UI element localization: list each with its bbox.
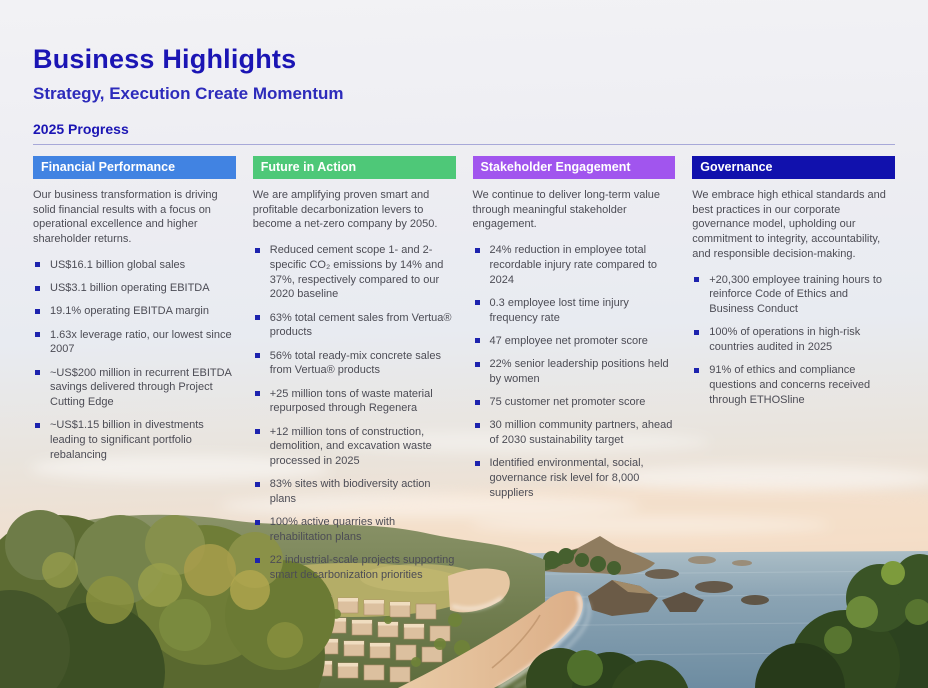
- bullet-item: 1.63x leverage ratio, our lowest since 2…: [33, 328, 236, 357]
- bullet-item: ~US$1.15 billion in divestments leading …: [33, 418, 236, 462]
- bullet-item: 30 million community partners, ahead of …: [473, 418, 676, 447]
- bullet-item: 100% of operations in high-risk countrie…: [692, 325, 895, 354]
- column-header: Financial Performance: [33, 156, 236, 179]
- column-future-in-action: Future in Action We are amplifying prove…: [252, 156, 456, 591]
- column-header: Future in Action: [252, 156, 456, 179]
- column-header: Governance: [692, 156, 895, 179]
- column-intro: Our business transformation is driving s…: [33, 189, 218, 246]
- bullet-item: 56% total ready-mix concrete sales from …: [253, 349, 456, 378]
- columns: Financial Performance Our business trans…: [33, 156, 895, 591]
- column-stakeholder-engagement: Stakeholder Engagement We continue to de…: [472, 156, 676, 591]
- page-subtitle: Strategy, Execution Create Momentum: [33, 84, 344, 103]
- bullet-item: 22 industrial-scale projects supporting …: [253, 553, 456, 582]
- bullet-item: ~US$200 million in recurrent EBITDA savi…: [33, 366, 236, 410]
- bullet-item: 24% reduction in employee total recordab…: [473, 243, 676, 287]
- bullet-item: +12 million tons of construction, demoli…: [253, 425, 456, 469]
- bullet-item: 19.1% operating EBITDA margin: [33, 304, 236, 319]
- column-governance: Governance We embrace high ethical stand…: [692, 156, 895, 591]
- bullet-item: 63% total cement sales from Vertua® prod…: [253, 311, 456, 340]
- column-bullets: 24% reduction in employee total recordab…: [473, 243, 676, 500]
- column-intro: We continue to deliver long-term value t…: [472, 189, 661, 231]
- section-label: 2025 Progress: [33, 121, 129, 137]
- bullet-item: US$16.1 billion global sales: [33, 258, 236, 273]
- column-intro: We are amplifying proven smart and profi…: [252, 189, 438, 231]
- bullet-item: 0.3 employee lost time injury frequency …: [473, 296, 676, 325]
- bullet-item: 100% active quarries with rehabilitation…: [253, 515, 456, 544]
- section-divider: [33, 144, 895, 145]
- bullet-item: +25 million tons of waste material repur…: [253, 387, 456, 416]
- bullet-item: Identified environmental, social, govern…: [473, 456, 676, 500]
- bullet-item: 75 customer net promoter score: [473, 395, 676, 410]
- column-header: Stakeholder Engagement: [472, 156, 676, 179]
- bullet-item: 22% senior leadership positions held by …: [473, 357, 676, 386]
- bullet-item: US$3.1 billion operating EBITDA: [33, 281, 236, 296]
- bullet-item: 47 employee net promoter score: [473, 334, 676, 349]
- column-bullets: Reduced cement scope 1- and 2-specific C…: [253, 243, 456, 582]
- slide-content: Business Highlights Strategy, Execution …: [33, 44, 895, 591]
- bullet-item: +20,300 employee training hours to reinf…: [692, 273, 895, 317]
- bullet-item: 91% of ethics and compliance questions a…: [692, 363, 895, 407]
- column-bullets: US$16.1 billion global sales US$3.1 billi…: [33, 258, 236, 463]
- column-intro: We embrace high ethical standards and be…: [692, 189, 886, 260]
- column-financial-performance: Financial Performance Our business trans…: [33, 156, 236, 591]
- column-bullets: +20,300 employee training hours to reinf…: [692, 273, 895, 408]
- bullet-item: Reduced cement scope 1- and 2-specific C…: [253, 243, 456, 302]
- bullet-item: 83% sites with biodiversity action plans: [253, 477, 456, 506]
- page-title: Business Highlights: [33, 44, 297, 74]
